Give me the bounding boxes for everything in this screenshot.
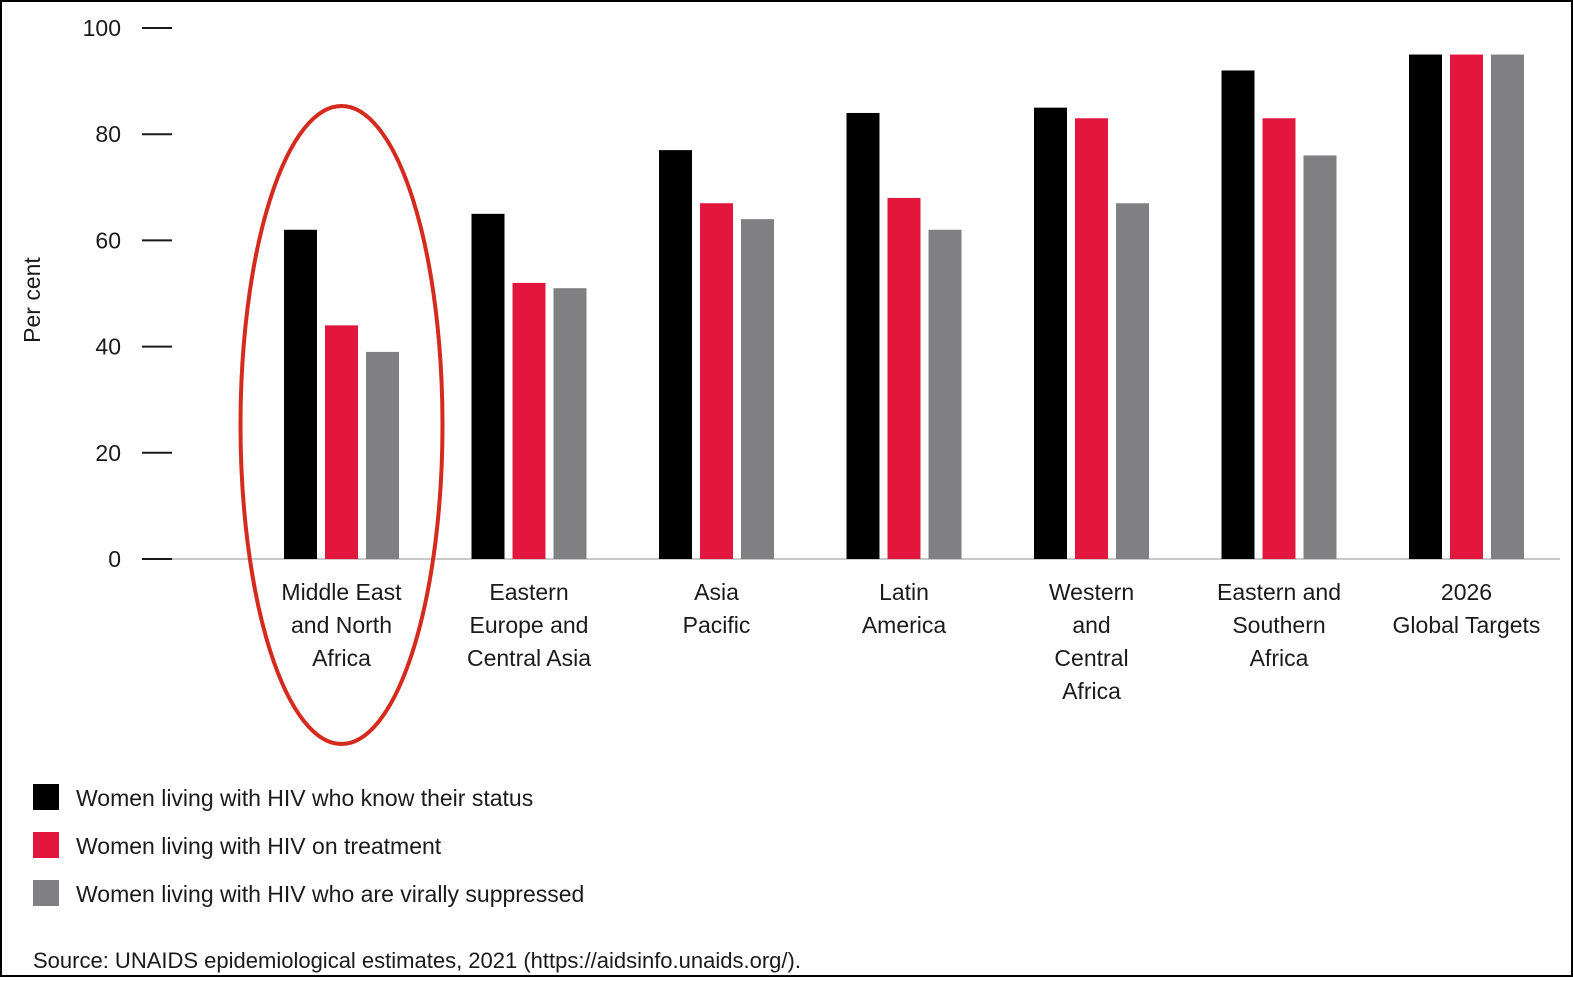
- highlight-layer: [238, 104, 445, 746]
- bar: [1075, 118, 1108, 560]
- bars-layer: [284, 54, 1524, 560]
- category-label: Latin America: [862, 579, 947, 638]
- bar: [325, 325, 358, 559]
- category-label: Asia Pacific: [683, 579, 751, 638]
- legend: Women living with HIV who know their sta…: [33, 784, 584, 907]
- bar: [928, 229, 962, 559]
- bar: [1450, 54, 1483, 560]
- category-label: 2026 Global Targets: [1393, 579, 1541, 638]
- y-tick-label: 40: [95, 334, 121, 360]
- bar: [741, 219, 774, 559]
- bar: [1262, 118, 1296, 560]
- legend-label: Women living with HIV who know their sta…: [76, 785, 533, 811]
- legend-swatch: [33, 880, 59, 906]
- legend-swatch: [33, 784, 59, 810]
- category-label: Eastern Europe and Central Asia: [467, 579, 591, 671]
- bar: [700, 203, 733, 560]
- source-note: Source: UNAIDS epidemiological estimates…: [33, 948, 801, 973]
- bar: [512, 282, 546, 559]
- category-label: Western and Central Africa: [1049, 579, 1134, 704]
- bar: [471, 213, 505, 559]
- legend-swatch: [33, 832, 59, 858]
- legend-label: Women living with HIV who are virally su…: [76, 881, 584, 907]
- bar: [1303, 155, 1337, 559]
- bar: [553, 288, 587, 559]
- category-label: Eastern and Southern Africa: [1217, 579, 1341, 671]
- bar: [1221, 70, 1255, 559]
- bar: [1116, 203, 1149, 560]
- bar: [887, 197, 921, 560]
- bar: [284, 229, 317, 559]
- y-axis-label: Per cent: [19, 257, 45, 343]
- highlight-ellipse: [238, 104, 445, 746]
- y-tick-label: 80: [95, 121, 121, 147]
- y-tick-label: 100: [83, 15, 121, 41]
- category-label: Middle East and North Africa: [281, 579, 402, 671]
- y-tick-label: 20: [95, 440, 121, 466]
- legend-label: Women living with HIV on treatment: [76, 833, 442, 859]
- category-labels: Middle East and North Africa Eastern Europe …: [281, 579, 1540, 704]
- y-tick-label: 60: [95, 227, 121, 253]
- bar: [659, 150, 692, 559]
- bar: [846, 112, 880, 560]
- bar: [1491, 54, 1524, 560]
- bar: [1409, 54, 1442, 560]
- bar: [366, 351, 399, 559]
- y-tick-label: 0: [108, 546, 121, 572]
- bar: [1034, 107, 1067, 560]
